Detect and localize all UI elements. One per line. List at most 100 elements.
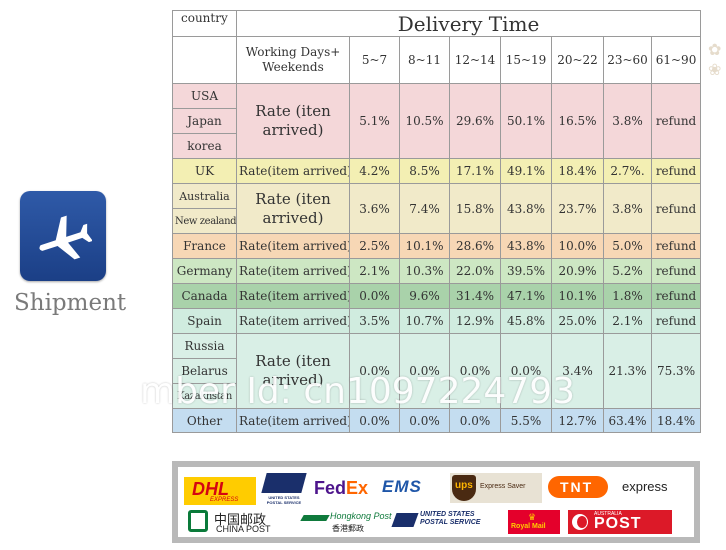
- usps-postal-logo-text: UNITED STATES POSTAL SERVICE: [420, 511, 481, 526]
- rate-value: refund: [650, 283, 702, 309]
- rate-label: Rate(item arrived): [236, 158, 350, 184]
- rate-value: 10.3%: [399, 258, 450, 284]
- rate-value: 12.9%: [449, 308, 501, 334]
- tnt-logo-text: TNT: [560, 479, 594, 495]
- country-cell: korea: [172, 133, 237, 159]
- corner-label: country: [172, 10, 237, 37]
- ups-logo-subtext: Express Saver: [480, 483, 526, 490]
- day-range-header: 8~11: [399, 36, 450, 84]
- working-days-header: Working Days+ Weekends: [236, 36, 350, 84]
- rate-value: 2.1%: [349, 258, 400, 284]
- rate-value: 7.4%: [399, 183, 450, 234]
- country-cell: New zealand: [172, 208, 237, 234]
- country-cell: Russia: [172, 333, 237, 359]
- rate-value: 5.0%: [603, 233, 652, 259]
- rate-value: 0.0%: [449, 333, 501, 409]
- rate-label: Rate(item arrived): [236, 283, 350, 309]
- rate-label: Rate(item arrived): [236, 258, 350, 284]
- ems-logo: EMS: [382, 477, 422, 497]
- shipment-icon[interactable]: [20, 191, 106, 281]
- hongkong-post-logo-cn: 香港郵政: [332, 524, 364, 533]
- rate-value: 5.2%: [603, 258, 652, 284]
- rate-value: 10.1%: [399, 233, 450, 259]
- carrier-logos-banner: DHL EXPRESS UNITED STATES POSTAL SERVICE…: [172, 461, 700, 543]
- tnt-logo: TNT: [548, 476, 608, 498]
- australia-post-logo-text: POST: [594, 515, 642, 532]
- rate-value: 39.5%: [500, 258, 552, 284]
- country-cell: Kazakhstan: [172, 383, 237, 409]
- rate-label: Rate(item arrived): [236, 233, 350, 259]
- rate-value: 5.5%: [500, 408, 552, 433]
- delivery-time-table: country Delivery Time Working Days+ Week…: [172, 10, 702, 433]
- rate-value: refund: [650, 233, 702, 259]
- rate-value: refund: [650, 83, 702, 159]
- rate-value: 75.3%: [650, 333, 702, 409]
- rate-value: 10.1%: [551, 283, 604, 309]
- rate-value: 3.8%: [603, 83, 652, 159]
- australia-post-logo-small: AUSTRALIA: [594, 511, 622, 517]
- rate-value: 0.0%: [349, 283, 400, 309]
- rate-value: 16.5%: [551, 83, 604, 159]
- rate-value: 0.0%: [449, 408, 501, 433]
- hongkong-post-logo-text: Hongkong Post: [330, 511, 392, 521]
- rate-value: refund: [650, 183, 702, 234]
- usps-logo: UNITED STATES POSTAL SERVICE: [260, 473, 308, 507]
- rate-value: 0.0%: [500, 333, 552, 409]
- header-blank: [172, 36, 237, 84]
- day-range-header: 61~90: [650, 36, 702, 84]
- rate-value: 9.6%: [399, 283, 450, 309]
- day-range-header: 20~22: [551, 36, 604, 84]
- hongkong-post-logo: Hongkong Post 香港郵政: [300, 511, 392, 535]
- fedex-logo: FedEx: [314, 478, 368, 499]
- rate-label: Rate(item arrived): [236, 308, 350, 334]
- rate-value: 47.1%: [500, 283, 552, 309]
- rate-value: 20.9%: [551, 258, 604, 284]
- ups-logo-text: ups: [455, 480, 473, 491]
- shipment-label: Shipment: [14, 290, 127, 316]
- rate-value: 1.8%: [603, 283, 652, 309]
- rate-value: 4.2%: [349, 158, 400, 184]
- country-cell: Australia: [172, 183, 237, 209]
- rate-value: 25.0%: [551, 308, 604, 334]
- rate-value: 50.1%: [500, 83, 552, 159]
- rate-label: Rate (iten arrived): [236, 333, 350, 409]
- dhl-logo-subtext: EXPRESS: [210, 497, 239, 503]
- rate-value: 0.0%: [399, 333, 450, 409]
- country-cell: Belarus: [172, 358, 237, 384]
- rate-value: 12.7%: [551, 408, 604, 433]
- dhl-logo: DHL EXPRESS: [184, 477, 256, 505]
- rate-value: 2.7%.: [603, 158, 652, 184]
- rate-value: 63.4%: [603, 408, 652, 433]
- country-cell: UK: [172, 158, 237, 184]
- rate-value: 0.0%: [399, 408, 450, 433]
- rate-value: 3.8%: [603, 183, 652, 234]
- rate-value: 23.7%: [551, 183, 604, 234]
- rate-value: 3.6%: [349, 183, 400, 234]
- ems-logo-text: EMS: [382, 477, 422, 496]
- rate-value: 31.4%: [449, 283, 501, 309]
- rate-value: 45.8%: [500, 308, 552, 334]
- rate-value: 18.4%: [551, 158, 604, 184]
- rate-value: 5.1%: [349, 83, 400, 159]
- rate-label: Rate (iten arrived): [236, 83, 350, 159]
- rate-value: 49.1%: [500, 158, 552, 184]
- rate-value: 21.3%: [603, 333, 652, 409]
- rate-value: refund: [650, 308, 702, 334]
- watermark-text: mber Id: cn1097224793: [140, 371, 576, 412]
- rate-value: 18.4%: [650, 408, 702, 433]
- rate-value: 0.0%: [349, 408, 400, 433]
- rate-value: 17.1%: [449, 158, 501, 184]
- day-range-header: 23~60: [603, 36, 652, 84]
- rate-value: 28.6%: [449, 233, 501, 259]
- rate-value: 10.7%: [399, 308, 450, 334]
- ups-logo: ups Express Saver: [450, 473, 542, 503]
- china-post-logo: 中国邮政 CHINA POST: [188, 510, 288, 534]
- country-cell: Canada: [172, 283, 237, 309]
- rate-value: refund: [650, 158, 702, 184]
- country-cell: USA: [172, 83, 237, 109]
- rate-value: 43.8%: [500, 183, 552, 234]
- rate-value: 29.6%: [449, 83, 501, 159]
- decorative-ornament: ✿ ❀: [708, 40, 722, 79]
- royal-mail-logo: ♛ Royal Mail: [508, 510, 560, 534]
- china-post-logo-en: CHINA POST: [216, 524, 271, 534]
